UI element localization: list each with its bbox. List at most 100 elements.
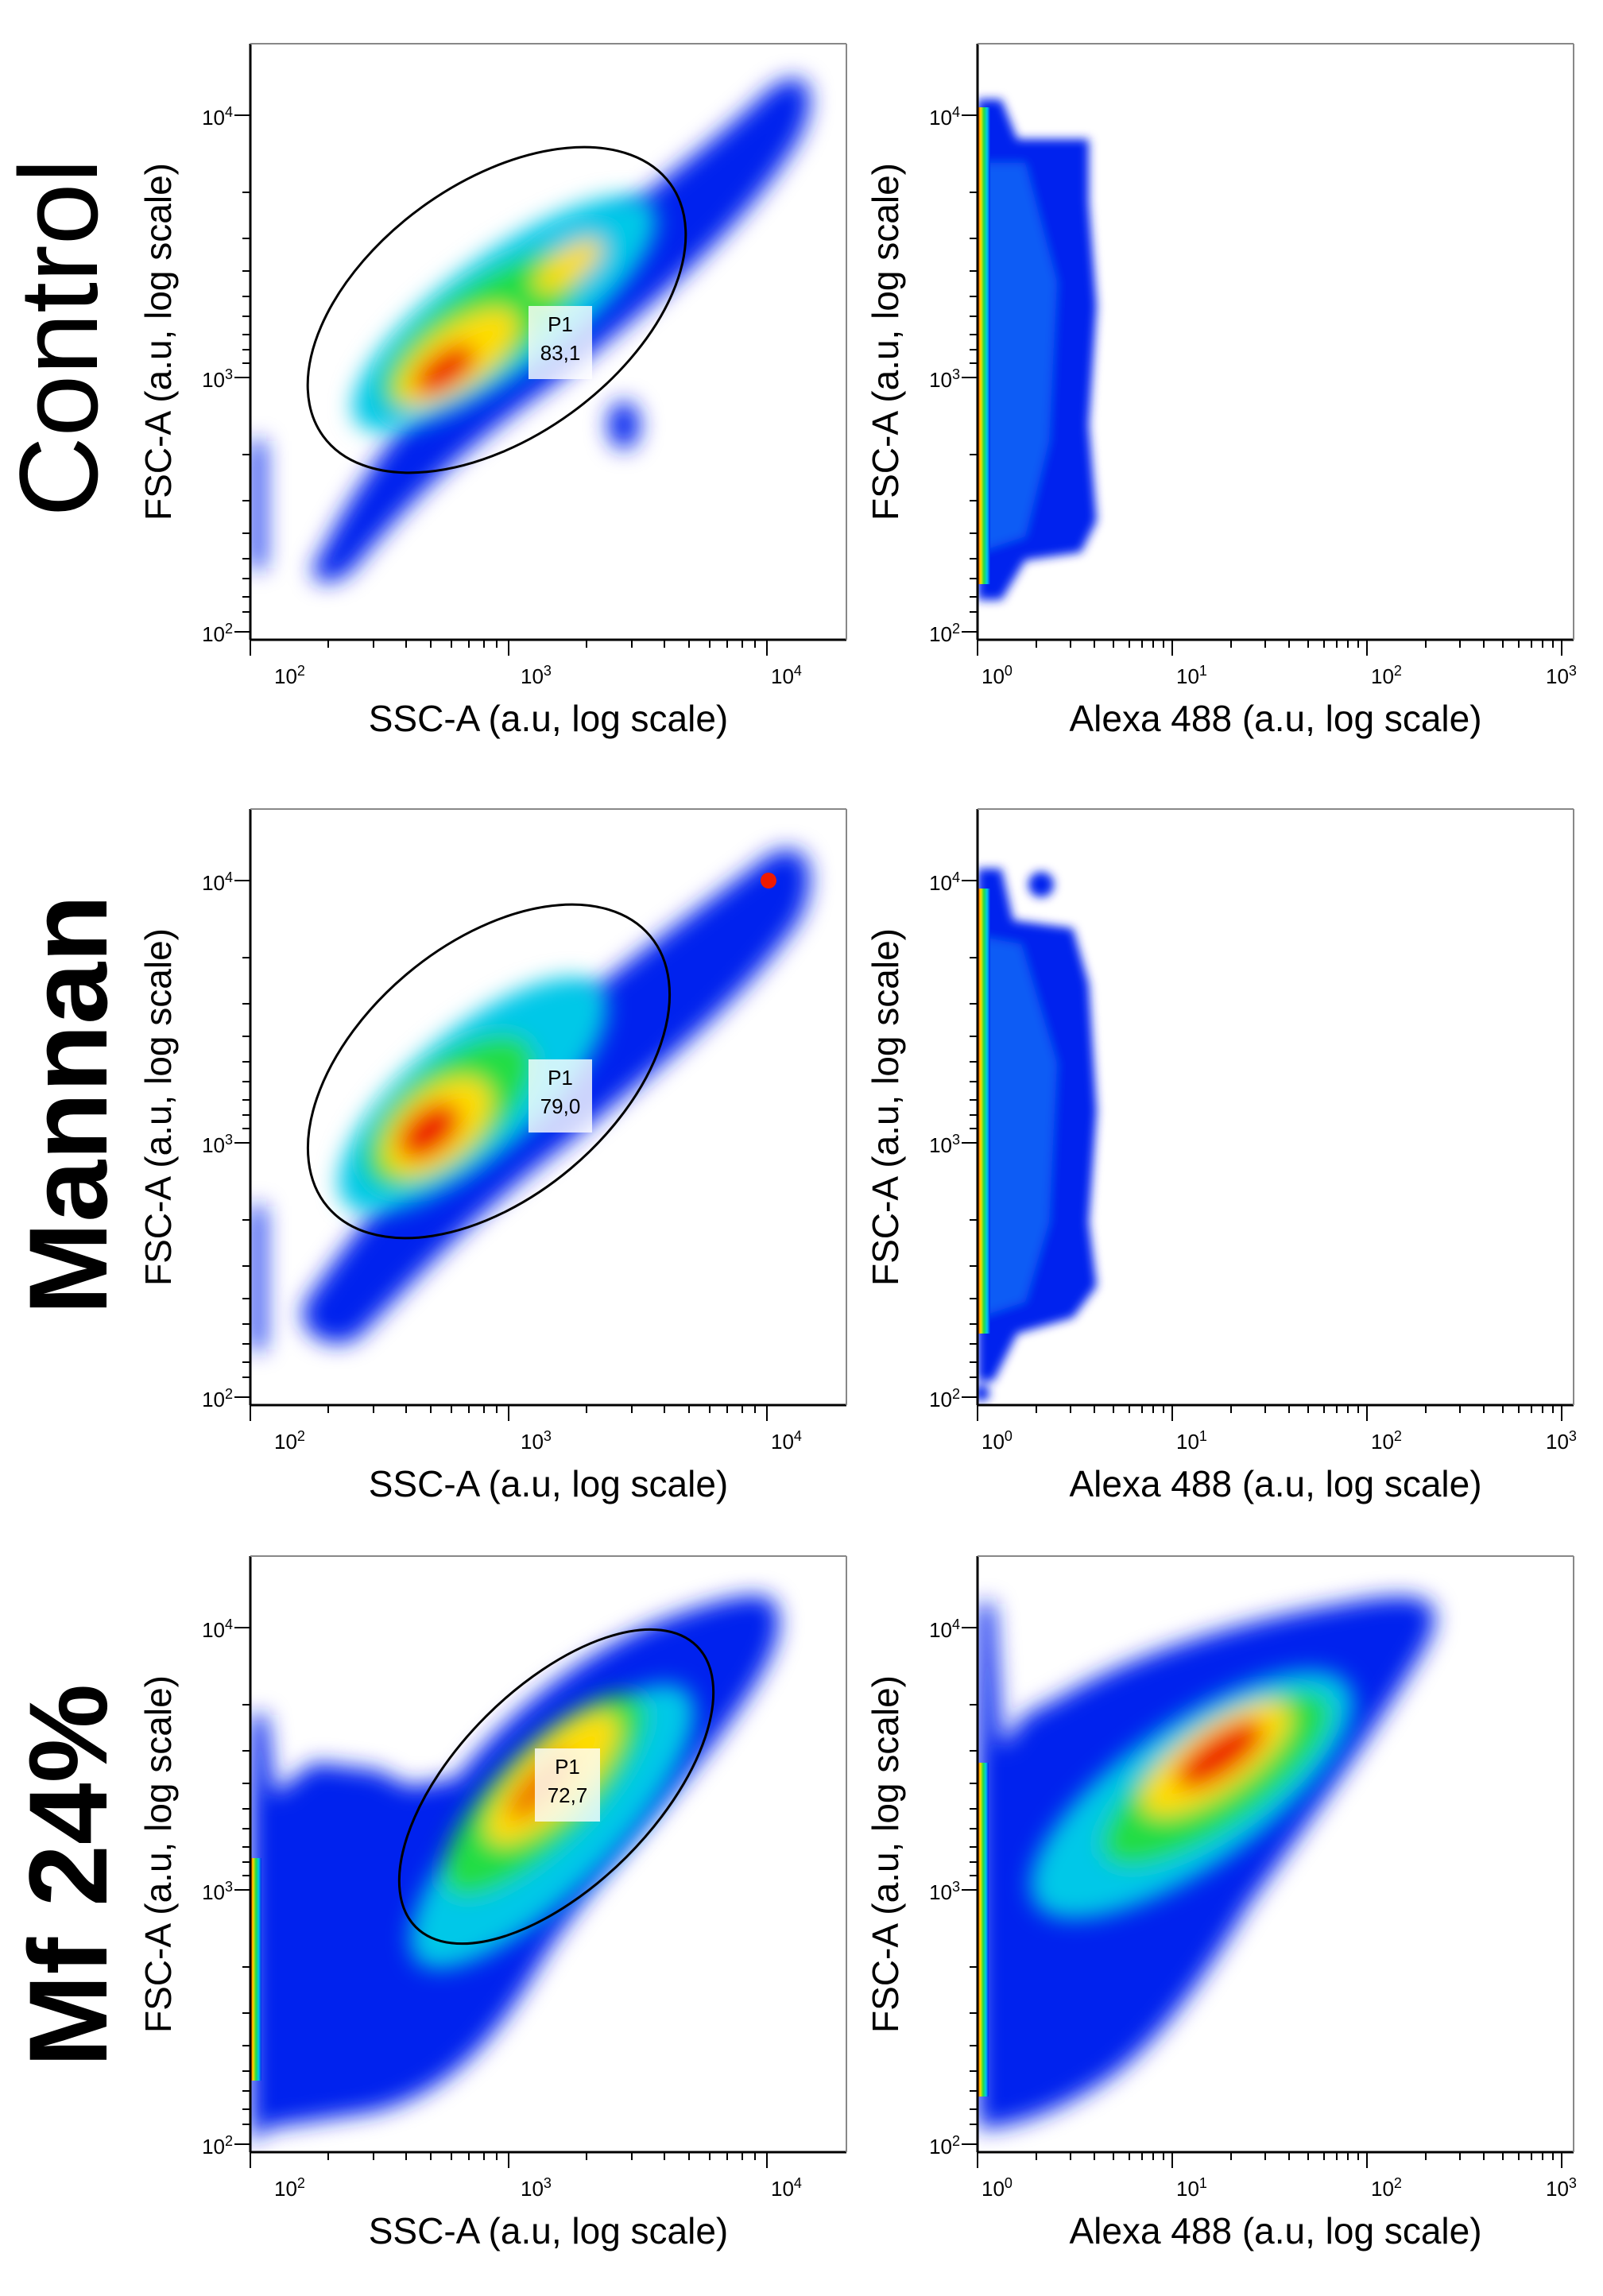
axes <box>249 808 847 1407</box>
panel-mannan-alexa: 100 101 102 103 104 103 102 Alexa 488 (a… <box>865 808 1577 1504</box>
x-ticks <box>250 640 768 656</box>
axes <box>976 43 1574 641</box>
y-tick-labels: 104 103 102 <box>929 869 960 1411</box>
x-ticks <box>977 640 1562 656</box>
y-axis-label: FSC-A (a.u, log scale) <box>865 928 906 1286</box>
density-cloud <box>250 1595 780 2144</box>
y-tick-label: 104 <box>929 104 960 130</box>
row-label-mf24: Mf 24% <box>6 1684 130 2067</box>
y-tick-label: 103 <box>202 1132 233 1157</box>
y-tick-label: 102 <box>929 1386 960 1411</box>
y-tick-label: 103 <box>202 1879 233 1904</box>
y-ticks <box>962 114 978 633</box>
y-tick-label: 104 <box>202 1616 233 1642</box>
y-tick-label: 104 <box>202 869 233 895</box>
y-tick-labels: 104 103 102 <box>929 104 960 646</box>
density-cloud <box>978 869 1097 1401</box>
x-axis-label: SSC-A (a.u, log scale) <box>369 1463 729 1504</box>
x-tick-labels: 102 103 104 <box>274 2175 802 2201</box>
gate-ellipse[interactable] <box>249 81 745 539</box>
row-label-mannan: Mannan <box>6 895 130 1315</box>
y-axis-label: FSC-A (a.u, log scale) <box>137 928 179 1286</box>
axes <box>976 808 1574 1407</box>
y-tick-label: 103 <box>929 1879 960 1904</box>
y-tick-label: 103 <box>929 1132 960 1157</box>
gate-value: 72,7 <box>548 1783 588 1807</box>
gate-label-box <box>535 1748 600 1822</box>
y-tick-labels: 104 103 102 <box>202 869 233 1411</box>
row-label-control: Control <box>0 158 121 517</box>
x-tick-label: 104 <box>771 663 802 688</box>
y-axis-label: FSC-A (a.u, log scale) <box>137 163 179 521</box>
density-cloud <box>978 1596 1435 2128</box>
x-tick-label: 102 <box>1371 1428 1402 1454</box>
x-tick-label: 103 <box>1546 1428 1577 1454</box>
x-tick-label: 102 <box>1371 663 1402 688</box>
axes <box>976 1555 1574 2154</box>
x-axis-label: Alexa 488 (a.u, log scale) <box>1069 1463 1481 1504</box>
y-tick-label: 104 <box>202 104 233 130</box>
x-tick-label: 103 <box>521 1428 552 1454</box>
y-ticks <box>234 1627 250 2145</box>
x-tick-label: 100 <box>982 663 1013 688</box>
x-tick-labels: 100 101 102 103 <box>982 1428 1577 1454</box>
x-tick-label: 100 <box>982 2175 1013 2201</box>
gate-label-box <box>529 306 592 379</box>
x-ticks <box>250 1405 768 1421</box>
y-axis-label: FSC-A (a.u, log scale) <box>865 1675 906 2033</box>
y-tick-label: 104 <box>929 869 960 895</box>
x-ticks <box>977 2152 1562 2168</box>
panel-mannan-scatter: P1 79,0 102 103 104 104 103 102 SSC- <box>137 808 847 1504</box>
y-tick-label: 102 <box>202 1386 233 1411</box>
x-tick-label: 102 <box>274 2175 305 2201</box>
x-axis-label: SSC-A (a.u, log scale) <box>369 698 729 739</box>
x-tick-label: 102 <box>1371 2175 1402 2201</box>
density-cloud <box>978 99 1097 600</box>
y-tick-label: 103 <box>202 366 233 392</box>
gate-name: P1 <box>548 1066 573 1090</box>
gate-value: 79,0 <box>540 1094 581 1118</box>
panel-control-alexa: 100 101 102 103 104 103 102 Alexa 488 (a… <box>865 43 1577 739</box>
gate-ellipse[interactable] <box>346 1576 767 1997</box>
panel-mf24-alexa: 100 101 102 103 104 103 102 Alexa 488 (a… <box>865 1555 1577 2251</box>
x-tick-label: 101 <box>1176 663 1207 688</box>
y-ticks <box>962 880 978 1398</box>
axes <box>249 43 847 641</box>
x-tick-label: 103 <box>521 663 552 688</box>
panel-mf24-scatter: P1 72,7 102 103 104 104 103 102 SSC- <box>137 1555 847 2251</box>
y-ticks <box>234 880 250 1398</box>
x-tick-label: 101 <box>1176 1428 1207 1454</box>
x-axis-label: Alexa 488 (a.u, log scale) <box>1069 2210 1481 2251</box>
x-ticks <box>977 1405 1562 1421</box>
y-tick-label: 104 <box>929 1616 960 1642</box>
y-tick-labels: 104 103 102 <box>202 104 233 646</box>
axes <box>249 1555 847 2154</box>
x-ticks <box>250 2152 768 2168</box>
gate-value: 83,1 <box>540 341 581 365</box>
panel-control-scatter: P1 83,1 102 103 104 104 103 102 SSC- <box>137 43 847 739</box>
y-tick-label: 102 <box>929 2133 960 2159</box>
y-axis-label: FSC-A (a.u, log scale) <box>865 163 906 521</box>
x-tick-label: 101 <box>1176 2175 1207 2201</box>
y-tick-labels: 104 103 102 <box>202 1616 233 2159</box>
y-tick-label: 102 <box>202 2133 233 2159</box>
x-axis-label: SSC-A (a.u, log scale) <box>369 2210 729 2251</box>
x-tick-label: 104 <box>771 1428 802 1454</box>
x-tick-label: 103 <box>521 2175 552 2201</box>
x-tick-label: 100 <box>982 1428 1013 1454</box>
x-tick-labels: 102 103 104 <box>274 663 802 688</box>
x-tick-labels: 102 103 104 <box>274 1428 802 1454</box>
y-tick-label: 103 <box>929 366 960 392</box>
x-axis-label: Alexa 488 (a.u, log scale) <box>1069 698 1481 739</box>
x-tick-labels: 100 101 102 103 <box>982 2175 1577 2201</box>
gate-name: P1 <box>548 312 573 336</box>
y-tick-label: 102 <box>929 621 960 646</box>
y-tick-label: 102 <box>202 621 233 646</box>
gate-ellipse[interactable] <box>246 838 732 1304</box>
y-ticks <box>962 1627 978 2145</box>
x-tick-label: 104 <box>771 2175 802 2201</box>
x-tick-label: 102 <box>274 663 305 688</box>
y-axis-label: FSC-A (a.u, log scale) <box>137 1675 179 2033</box>
x-tick-label: 102 <box>274 1428 305 1454</box>
